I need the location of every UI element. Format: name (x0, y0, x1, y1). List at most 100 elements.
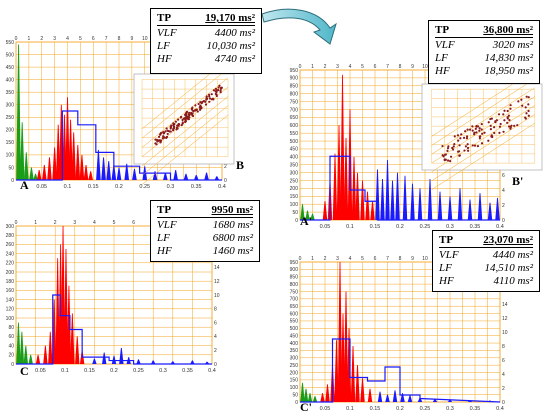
top-tick-label: 0 (15, 36, 18, 42)
spectral-peak-lf (42, 164, 47, 180)
y-tick-label: 750 (290, 99, 299, 105)
scatter-point (449, 160, 452, 163)
scatter-point (169, 130, 172, 133)
spectral-peak-hf (163, 172, 168, 180)
scatter-point (462, 136, 466, 139)
y-tick-label: 40 (8, 343, 14, 349)
top-tick-label: 2 (324, 256, 327, 262)
scatter-diagonal (431, 78, 535, 146)
scatter-point (156, 140, 159, 143)
spectral-peak-vlf (19, 122, 25, 180)
scatter-point (458, 144, 461, 147)
spectral-peak-lf (340, 74, 345, 220)
tp-row: TP 23,070 ms² (439, 233, 533, 248)
y-tick-label: 180 (6, 279, 15, 285)
scatter-point (465, 135, 469, 138)
x-tick-label: 0.4 (218, 184, 226, 190)
spectral-peak-hf (170, 361, 175, 364)
scatter-point (513, 124, 516, 127)
vlf-label: VLF (439, 249, 459, 261)
scatter-point (207, 93, 211, 96)
lf-value: 14,830 ms² (484, 52, 533, 64)
x-tick-label: 0.35 (470, 406, 481, 412)
scatter-diagonal (431, 122, 535, 190)
spectral-peak-hf (190, 360, 195, 364)
y-tick-label: 250 (6, 115, 15, 121)
scatter-point (204, 103, 208, 106)
y-tick-label: 550 (6, 40, 15, 46)
scatter-point (172, 122, 175, 125)
hf-row: HF 18,950 ms² (435, 65, 533, 78)
y-tick-label: 0 (295, 400, 298, 406)
scatter-point (210, 93, 213, 96)
scatter-point (208, 100, 211, 103)
top-tick-label: 0 (299, 64, 302, 70)
scatter-point (527, 103, 530, 106)
y-tick-label: 950 (290, 68, 299, 74)
scatter-plot-b (133, 59, 235, 185)
spectral-peak-hf (457, 188, 463, 220)
scatter-point (509, 104, 512, 107)
top-tick-label: 6 (374, 256, 377, 262)
scatter-point (524, 116, 527, 119)
scatter-point (480, 122, 483, 126)
spectral-peak-lf (370, 201, 375, 220)
y-tick-label: 260 (6, 242, 15, 248)
spectral-peak-vlf (28, 354, 33, 364)
spectral-peak-hf (477, 193, 483, 220)
y-tick-label: 300 (290, 170, 299, 176)
y-tick-label: 250 (290, 178, 299, 184)
spectral-peak-vlf (305, 210, 310, 220)
right-tick-label: 6 (502, 173, 505, 179)
scatter-point (200, 106, 203, 109)
x-tick-label: 0.35 (470, 224, 481, 230)
x-tick-label: 0.25 (420, 224, 431, 230)
scatter-point (483, 131, 486, 134)
tp-row: TP 19,170 ms² (157, 11, 255, 26)
y-tick-label: 50 (292, 392, 298, 398)
scatter-point (172, 127, 175, 130)
y-tick-label: 280 (6, 233, 15, 239)
scatter-point (453, 143, 456, 146)
spectral-peak-lf (60, 226, 66, 364)
vlf-value: 1680 ms² (212, 219, 253, 231)
right-tick-label: 8 (214, 307, 217, 313)
top-tick-label: 2 (40, 36, 43, 42)
lf-label: LF (435, 52, 448, 64)
vlf-label: VLF (157, 27, 177, 39)
top-tick-label: 2 (54, 220, 57, 226)
y-tick-label: 50 (292, 210, 298, 216)
scatter-point (179, 116, 182, 119)
scatter-point (194, 104, 197, 107)
spectral-peak-lf (75, 144, 81, 180)
y-tick-label: 800 (290, 282, 299, 288)
lf-label: LF (157, 232, 170, 244)
x-tick-label: 0.2 (115, 184, 123, 190)
x-tick-label: 0.1 (64, 184, 72, 190)
y-tick-label: 200 (6, 270, 15, 276)
y-tick-label: 150 (6, 140, 15, 146)
scatter-point (480, 128, 483, 131)
y-tick-label: 600 (290, 311, 299, 317)
y-tick-label: 140 (6, 297, 15, 303)
spectral-peak-lf (75, 336, 80, 364)
spectral-peak-hf (101, 157, 106, 180)
scatter-point (215, 94, 218, 98)
spectral-peak-lf (47, 157, 52, 180)
scatter-point (188, 111, 191, 114)
scatter-point (459, 137, 462, 140)
spectral-peak-lf (343, 291, 349, 402)
scatter-point (217, 86, 220, 89)
panel-label-c: C (20, 364, 29, 378)
right-tick-label: 2 (502, 386, 505, 392)
scatter-point (191, 106, 194, 109)
x-tick-label: 0.4 (208, 368, 216, 374)
hf-label: HF (157, 245, 172, 257)
y-tick-label: 450 (6, 65, 15, 71)
scatter-point (184, 118, 187, 121)
scatter-diagonal (141, 68, 229, 139)
y-tick-label: 600 (290, 123, 299, 129)
top-tick-label: 8 (118, 36, 121, 42)
scatter-point (446, 147, 450, 150)
lf-value: 6800 ms² (212, 232, 253, 244)
